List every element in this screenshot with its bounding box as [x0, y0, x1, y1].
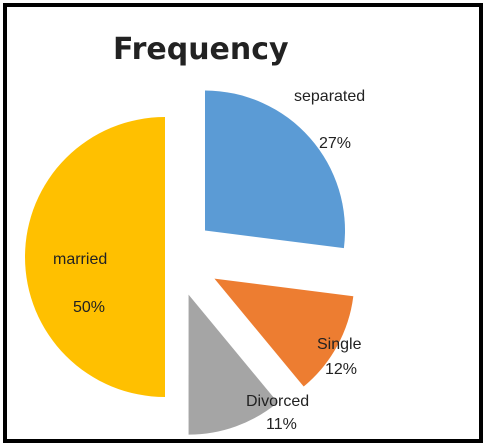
label-separated: separated	[294, 88, 365, 105]
slice-separated	[205, 90, 346, 249]
value-divorced: 11%	[266, 416, 297, 433]
value-separated: 27%	[319, 135, 351, 152]
slice-single	[214, 278, 354, 387]
value-married: 50%	[73, 299, 105, 316]
label-divorced: Divorced	[246, 393, 309, 410]
label-married: married	[53, 251, 107, 268]
pie-slices	[25, 90, 354, 435]
slice-divorced	[188, 294, 278, 435]
chart-frame: Frequency separated 27% Single 12% Divor…	[3, 3, 483, 443]
slice-married	[25, 117, 165, 397]
label-single: Single	[317, 336, 362, 353]
pie-chart: Frequency separated 27% Single 12% Divor…	[25, 32, 365, 435]
value-single: 12%	[325, 361, 357, 378]
chart-title: Frequency	[113, 32, 289, 67]
